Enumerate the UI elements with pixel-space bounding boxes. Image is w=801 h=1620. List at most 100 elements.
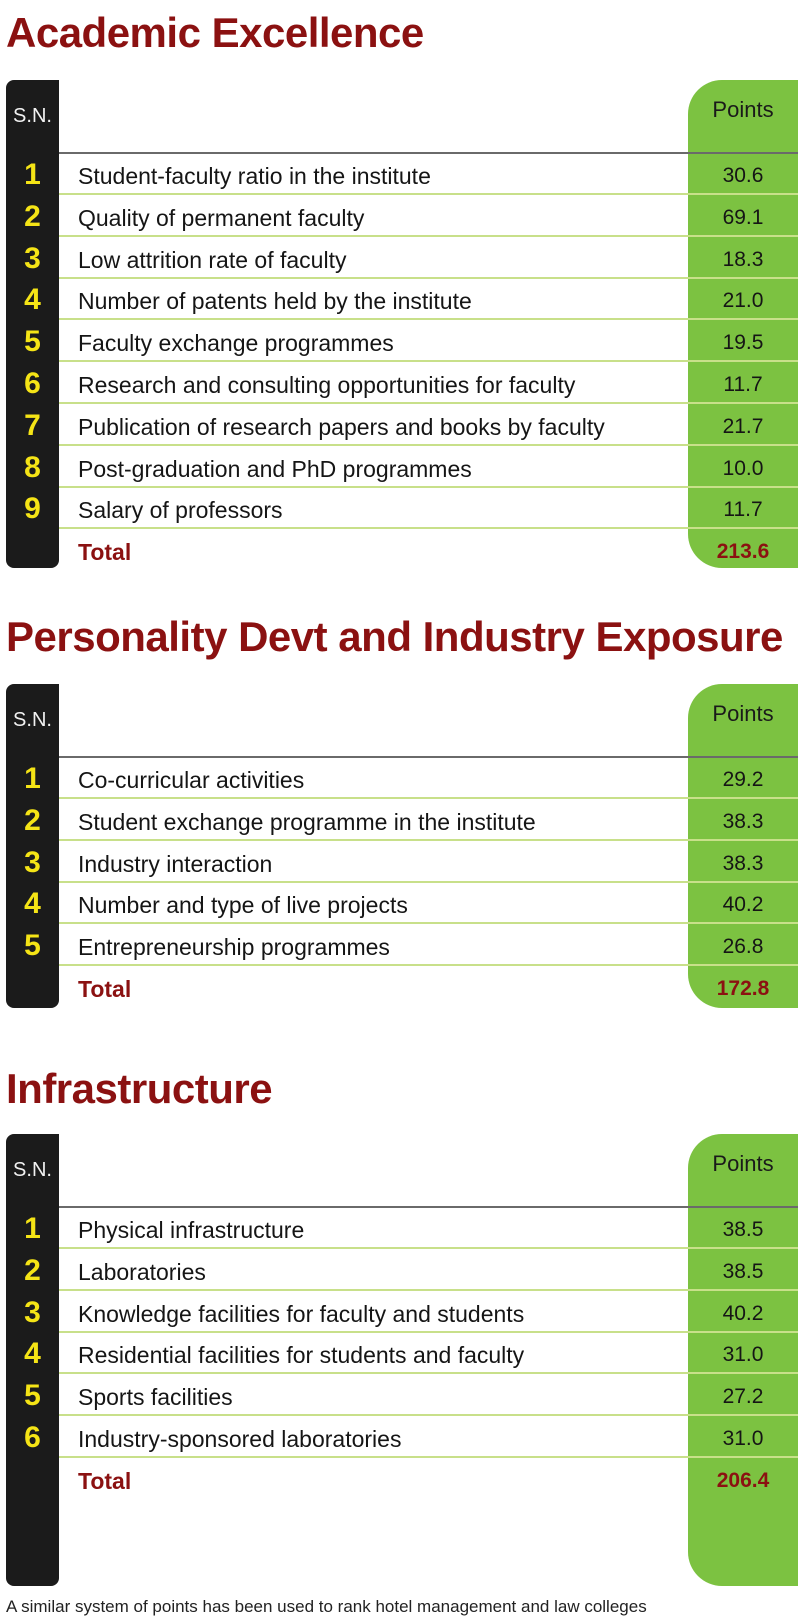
row-divider bbox=[59, 193, 798, 195]
row-divider bbox=[59, 485, 798, 488]
points-value: 29.2 bbox=[722, 768, 764, 791]
points-value: 40.2 bbox=[722, 893, 764, 917]
total-row: Total 172.8 bbox=[6, 967, 798, 1008]
row-divider bbox=[59, 880, 798, 883]
row-divider bbox=[59, 797, 798, 799]
points-value: 26.8 bbox=[722, 935, 764, 959]
serial-number: 5 bbox=[24, 1379, 41, 1413]
points-value: 38.5 bbox=[722, 1259, 764, 1283]
points-value: 18.3 bbox=[722, 247, 764, 271]
serial-number: 4 bbox=[24, 283, 41, 317]
row-divider bbox=[59, 402, 798, 404]
serial-number: 2 bbox=[24, 1253, 41, 1287]
row-divider bbox=[59, 1330, 798, 1333]
points-table: S.N. Points 1 Physical infrastructure 38.5… bbox=[6, 1134, 798, 1586]
sn-header: S.N. bbox=[13, 709, 52, 731]
table-row: 7 Publication of research papers and book… bbox=[6, 405, 798, 446]
points-value: 38.3 bbox=[722, 809, 764, 833]
table-row: 3 Knowledge facilities for faculty and st… bbox=[6, 1292, 798, 1333]
serial-number: 4 bbox=[24, 887, 41, 921]
table-row: 2 Laboratories 38.5 bbox=[6, 1250, 798, 1291]
total-points: 213.6 bbox=[716, 540, 770, 564]
criterion-label: Student-faculty ratio in the institute bbox=[78, 163, 431, 189]
sn-column bbox=[6, 80, 59, 568]
row-divider bbox=[59, 922, 798, 925]
serial-number: 6 bbox=[24, 367, 41, 400]
criterion-label: Low attrition rate of faculty bbox=[78, 246, 347, 273]
total-points: 172.8 bbox=[716, 977, 770, 1000]
serial-number: 2 bbox=[24, 199, 41, 233]
row-divider bbox=[59, 527, 798, 530]
points-value: 38.3 bbox=[722, 851, 764, 875]
points-value: 30.6 bbox=[722, 164, 764, 187]
serial-number: 1 bbox=[24, 1212, 41, 1245]
header-divider bbox=[59, 756, 798, 758]
total-label: Total bbox=[78, 539, 132, 566]
points-value: 31.0 bbox=[722, 1427, 764, 1450]
criterion-label: Industry-sponsored laboratories bbox=[78, 1426, 402, 1452]
sn-header: S.N. bbox=[13, 1159, 52, 1181]
points-header: Points bbox=[712, 97, 774, 122]
points-table: S.N. Points 1 Student-faculty ratio in th… bbox=[6, 80, 798, 568]
row-divider bbox=[59, 1288, 798, 1291]
criterion-label: Number and type of live projects bbox=[78, 892, 408, 919]
section-personality-devt: Personality Devt and Industry Exposure S… bbox=[0, 612, 801, 1012]
total-points: 206.4 bbox=[716, 1468, 770, 1492]
row-divider bbox=[59, 318, 798, 321]
table-row: 6 Industry-sponsored laboratories 31.0 bbox=[6, 1417, 798, 1458]
criterion-label: Entrepreneurship programmes bbox=[78, 934, 390, 961]
row-divider bbox=[59, 443, 798, 446]
points-column bbox=[688, 684, 798, 1008]
header-divider bbox=[59, 1206, 798, 1208]
row-divider bbox=[59, 234, 798, 237]
points-value: 69.1 bbox=[722, 205, 764, 229]
criterion-label: Research and consulting opportunities fo… bbox=[78, 372, 576, 398]
table-row: 5 Entrepreneurship programmes 26.8 bbox=[6, 925, 798, 967]
section-infrastructure: Infrastructure S.N. Points 1 Physical inf… bbox=[0, 1064, 801, 1586]
criterion-label: Publication of research papers and books… bbox=[78, 413, 605, 440]
serial-number: 7 bbox=[24, 408, 41, 442]
table-row: 1 Physical infrastructure 38.5 bbox=[6, 1208, 798, 1249]
table-row: 5 Sports facilities 27.2 bbox=[6, 1375, 798, 1417]
row-divider bbox=[59, 276, 798, 279]
header-divider bbox=[59, 152, 798, 154]
serial-number: 1 bbox=[24, 762, 41, 795]
points-value: 19.5 bbox=[722, 331, 764, 355]
table-row: 4 Number of patents held by the institute… bbox=[6, 279, 798, 321]
total-label: Total bbox=[78, 1467, 132, 1494]
points-value: 27.2 bbox=[722, 1385, 764, 1409]
points-value: 11.7 bbox=[723, 373, 763, 396]
points-value: 11.7 bbox=[723, 498, 763, 522]
points-value: 31.0 bbox=[722, 1343, 764, 1367]
row-divider bbox=[59, 964, 798, 967]
points-header: Points bbox=[712, 701, 774, 726]
points-value: 21.7 bbox=[722, 414, 764, 438]
table-row: 3 Low attrition rate of faculty 18.3 bbox=[6, 238, 798, 279]
row-divider bbox=[59, 838, 798, 841]
table-row: 1 Student-faculty ratio in the institute 3… bbox=[6, 154, 798, 195]
points-value: 38.5 bbox=[722, 1218, 764, 1241]
table-row: 3 Industry interaction 38.3 bbox=[6, 842, 798, 883]
criterion-label: Knowledge facilities for faculty and stu… bbox=[78, 1300, 525, 1327]
total-row: Total 213.6 bbox=[6, 530, 798, 571]
row-divider bbox=[59, 1456, 798, 1458]
criterion-label: Number of patents held by the institute bbox=[78, 288, 472, 315]
criterion-label: Industry interaction bbox=[78, 850, 273, 877]
table-row: 6 Research and consulting opportunities f… bbox=[6, 363, 798, 404]
section-title: Academic Excellence bbox=[6, 9, 424, 56]
table-row: 5 Faculty exchange programmes 19.5 bbox=[6, 321, 798, 363]
criterion-label: Quality of permanent faculty bbox=[78, 204, 365, 231]
serial-number: 6 bbox=[24, 1421, 41, 1454]
sn-column bbox=[6, 684, 59, 1008]
points-table: S.N. Points 1 Co-curricular activities 29.… bbox=[6, 684, 798, 1008]
row-divider bbox=[59, 360, 798, 363]
row-divider bbox=[59, 1372, 798, 1375]
points-column bbox=[688, 1134, 798, 1586]
criterion-label: Laboratories bbox=[78, 1258, 206, 1285]
serial-number: 9 bbox=[24, 492, 41, 526]
table-row: 2 Quality of permanent faculty 69.1 bbox=[6, 196, 798, 237]
sn-column bbox=[6, 1134, 59, 1586]
criterion-label: Sports facilities bbox=[78, 1384, 233, 1411]
criterion-label: Residential facilities for students and … bbox=[78, 1342, 525, 1369]
table-row: 4 Number and type of live projects 40.2 bbox=[6, 883, 798, 925]
